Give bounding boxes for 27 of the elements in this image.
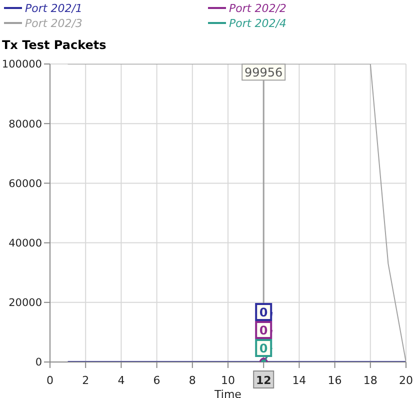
x-axis-title: Time: [214, 388, 242, 398]
x-tick-label: 2: [82, 374, 90, 387]
chart-title: Tx Test Packets: [1, 37, 108, 52]
x-tick-label: 12: [256, 374, 272, 387]
x-tick-label: 20: [399, 374, 413, 387]
x-tick-label: 6: [153, 374, 160, 387]
y-tick-label: 60000: [8, 178, 42, 190]
y-tick-label: 80000: [8, 118, 42, 130]
x-tick-label: 14: [292, 374, 306, 387]
y-tick-label: 100000: [2, 58, 42, 71]
x-tick-label: 18: [363, 374, 378, 387]
y-tick-label: 0: [35, 356, 42, 369]
x-tick-label: 0: [46, 374, 54, 387]
data-label: 0: [259, 324, 268, 338]
data-label: 99956: [244, 66, 283, 80]
x-tick-label: 8: [188, 374, 196, 387]
legend-label: Port 202/1: [24, 1, 84, 15]
y-tick-label: 40000: [8, 238, 42, 250]
legend-label: Port 202/4: [228, 16, 288, 30]
data-label: 0: [259, 306, 268, 320]
x-tick-label: 10: [221, 374, 235, 387]
legend-label: Port 202/2: [228, 1, 288, 15]
legend-label: Port 202/3: [24, 16, 84, 30]
x-tick-label: 16: [328, 374, 342, 387]
x-tick-label: 4: [118, 374, 125, 387]
data-label: 0: [259, 342, 268, 356]
y-tick-label: 20000: [8, 297, 42, 310]
